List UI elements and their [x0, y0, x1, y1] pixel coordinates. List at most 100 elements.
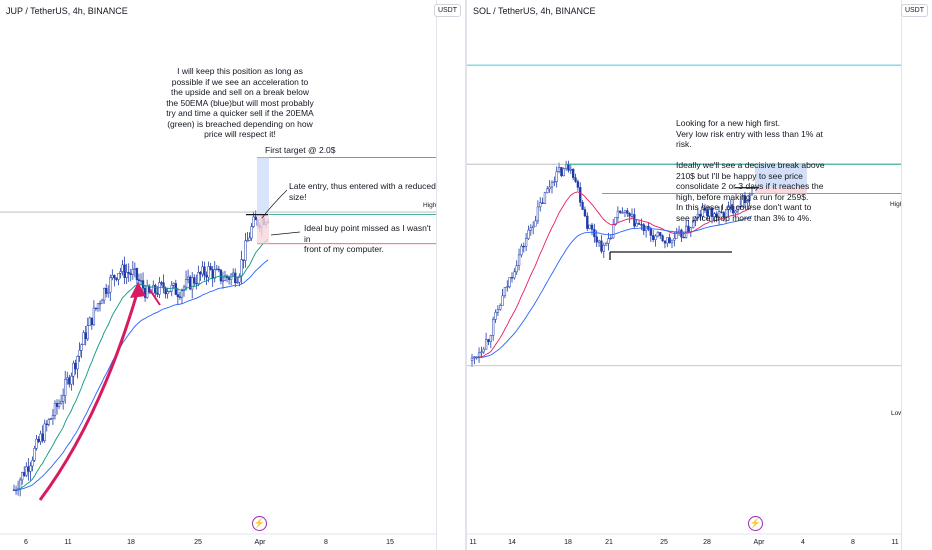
candle-body [156, 292, 159, 295]
currency-badge[interactable]: USDT [900, 4, 928, 17]
candle-body [80, 344, 83, 351]
candle-body [482, 348, 485, 353]
candle-body [583, 209, 587, 217]
candle-body [127, 271, 130, 274]
candle-body [113, 274, 116, 279]
candle-body [515, 265, 518, 273]
candle-body [176, 294, 180, 297]
candle-body [246, 240, 249, 242]
candle-body [494, 312, 497, 320]
x-tick-label: 8 [851, 539, 855, 546]
jup-chart-panel[interactable]: JUP / TetherUS, 4h, BINANCE 6 11 18 25 Apr 8 1… [0, 0, 465, 550]
profit-zone [755, 164, 807, 188]
candle-body [145, 285, 149, 298]
candle-body [597, 240, 601, 243]
candle-body [609, 237, 612, 240]
candle-body [541, 202, 544, 204]
candle-body [492, 319, 495, 336]
ema-fast-line [471, 191, 753, 359]
candle-body [496, 309, 500, 313]
candle-body [96, 303, 100, 309]
candle-body [593, 229, 596, 237]
candle-body [513, 271, 516, 279]
x-tick-label: 25 [194, 539, 202, 546]
candle-body [724, 208, 728, 218]
sol-chart-plot[interactable]: 111418212528Apr4811280.00270.00259.90250… [467, 0, 932, 550]
candle-body [41, 433, 44, 441]
candle-body [621, 212, 624, 214]
lightning-icon[interactable]: ⚡ [748, 516, 763, 531]
candle-body [590, 224, 594, 230]
candle-body [548, 186, 551, 190]
candle-body [701, 207, 704, 217]
strategy-note: Looking for a new high first. Very low r… [676, 118, 825, 223]
candle-body [489, 335, 492, 342]
x-tick-label: 4 [801, 539, 805, 546]
panel-divider[interactable] [465, 0, 467, 550]
trend-arrow [38, 289, 140, 501]
candle-body [567, 164, 570, 171]
candle-body [501, 295, 504, 306]
candle-body [727, 206, 730, 210]
candle-body [82, 332, 85, 345]
price-axis[interactable]: USDT [900, 0, 932, 550]
candle-body [692, 220, 695, 229]
sol-chart-panel[interactable]: SOL / TetherUS, 4h, BINANCE 11 14 18 21 25 28… [467, 0, 932, 550]
candle-body [123, 264, 126, 278]
candle-body [240, 259, 243, 277]
currency-badge[interactable]: USDT [433, 4, 461, 17]
candle-body [74, 362, 77, 370]
candle-body [532, 225, 535, 228]
candle-body [115, 277, 118, 280]
candle-body [635, 223, 638, 227]
candle-body [39, 433, 42, 442]
candle-body [254, 216, 257, 221]
candle-body [673, 238, 676, 241]
candle-body [637, 223, 641, 225]
candle-body [64, 379, 67, 396]
candle-body [154, 285, 157, 294]
candle-body [47, 419, 50, 425]
candle-body [158, 282, 161, 295]
candle-body [242, 259, 245, 261]
ema-fast-line [14, 238, 269, 491]
x-tick-label: 14 [508, 539, 516, 546]
candle-body [227, 277, 231, 280]
candle-body [232, 272, 235, 276]
candle-body [689, 227, 692, 233]
candle-body [564, 164, 568, 169]
candle-body [215, 268, 218, 271]
candle-body [35, 438, 38, 449]
candle-body [234, 272, 237, 284]
price-axis[interactable]: USDT [433, 0, 465, 550]
candle-body [121, 264, 124, 272]
candle-body [659, 232, 662, 236]
entry-note: Late entry, thus entered with a reduced … [289, 181, 436, 202]
candle-body [125, 271, 128, 278]
candle-body [94, 307, 98, 310]
x-tick-label: 11 [469, 539, 476, 546]
candle-body [720, 211, 723, 213]
candle-body [607, 238, 610, 244]
candle-body [90, 317, 93, 325]
candle-body [581, 202, 584, 210]
candle-body [37, 438, 40, 442]
candle-body [21, 472, 24, 481]
candle-body [517, 254, 521, 267]
candle-body [602, 245, 605, 252]
candle-body [55, 403, 59, 407]
lightning-icon[interactable]: ⚡ [252, 516, 267, 531]
candle-body [626, 210, 629, 214]
x-tick-label: 21 [605, 539, 613, 546]
symbol-title: JUP / TetherUS, 4h, BINANCE [6, 6, 128, 16]
candle-body [546, 188, 549, 194]
candle-body [661, 235, 664, 242]
candle-body [663, 240, 667, 244]
candle-body [109, 277, 112, 293]
candle-body [76, 356, 79, 370]
candle-body [84, 332, 87, 340]
candle-body [649, 229, 652, 236]
candle-body [734, 210, 737, 214]
candle-body [68, 377, 71, 385]
candle-body [713, 213, 716, 217]
